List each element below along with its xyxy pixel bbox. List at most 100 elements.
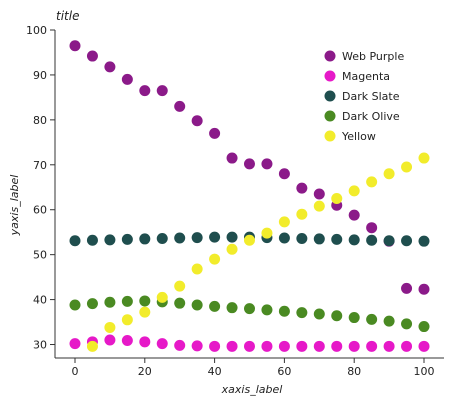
data-point: [157, 85, 168, 96]
data-point: [419, 284, 430, 295]
legend-label: Dark Olive: [342, 110, 400, 123]
data-point: [192, 264, 203, 275]
data-point: [104, 297, 115, 308]
data-point: [279, 168, 290, 179]
data-point: [384, 235, 395, 246]
legend-label: Yellow: [341, 130, 376, 143]
data-point: [227, 244, 238, 255]
data-point: [331, 341, 342, 352]
data-point: [296, 341, 307, 352]
data-point: [139, 85, 150, 96]
data-point: [209, 128, 220, 139]
data-point: [331, 234, 342, 245]
data-point: [244, 341, 255, 352]
data-point: [366, 341, 377, 352]
data-point: [331, 193, 342, 204]
series-magenta: [70, 335, 430, 352]
data-point: [174, 101, 185, 112]
data-point: [244, 158, 255, 169]
series-dark-olive: [70, 295, 430, 332]
legend: Web Purple Magenta Dark Slate Dark Olive Yel…: [325, 50, 405, 143]
data-point: [122, 296, 133, 307]
data-point: [279, 341, 290, 352]
data-point: [209, 232, 220, 243]
data-point: [261, 304, 272, 315]
data-point: [192, 115, 203, 126]
data-point: [419, 321, 430, 332]
data-point: [314, 341, 325, 352]
data-point: [366, 176, 377, 187]
data-point: [209, 301, 220, 312]
data-point: [192, 232, 203, 243]
data-point: [366, 235, 377, 246]
data-point: [157, 233, 168, 244]
y-tick-label: 100: [26, 24, 47, 37]
y-tick-label: 30: [33, 339, 47, 352]
data-point: [401, 318, 412, 329]
data-point: [279, 233, 290, 244]
data-point: [139, 233, 150, 244]
series-yellow: [87, 153, 430, 352]
data-point: [296, 183, 307, 194]
data-point: [87, 235, 98, 246]
x-tick-label: 100: [414, 365, 435, 378]
data-point: [349, 312, 360, 323]
data-point: [122, 314, 133, 325]
chart-title: title: [56, 9, 79, 23]
data-point: [419, 236, 430, 247]
data-point: [192, 340, 203, 351]
data-point: [384, 168, 395, 179]
data-point: [279, 216, 290, 227]
y-axis-label: yaxis_label: [8, 175, 21, 237]
data-point: [296, 307, 307, 318]
legend-marker: [325, 51, 336, 62]
data-point: [349, 210, 360, 221]
legend-label: Dark Slate: [342, 90, 400, 103]
data-point: [104, 335, 115, 346]
data-point: [314, 201, 325, 212]
data-point: [139, 295, 150, 306]
data-point: [349, 185, 360, 196]
data-point: [331, 310, 342, 321]
y-tick-label: 90: [33, 69, 47, 82]
data-point: [174, 233, 185, 244]
data-point: [209, 254, 220, 265]
data-point: [314, 233, 325, 244]
x-tick-label: 40: [208, 365, 222, 378]
data-point: [314, 189, 325, 200]
y-tick-label: 70: [33, 159, 47, 172]
data-point: [139, 336, 150, 347]
data-point: [104, 322, 115, 333]
data-point: [227, 341, 238, 352]
data-point: [349, 341, 360, 352]
data-point: [139, 307, 150, 318]
data-point: [104, 61, 115, 72]
data-point: [104, 234, 115, 245]
x-tick-label: 0: [72, 365, 79, 378]
legend-marker: [325, 111, 336, 122]
data-point: [87, 51, 98, 62]
data-point: [401, 283, 412, 294]
x-tick-label: 60: [277, 365, 291, 378]
data-point: [296, 209, 307, 220]
data-point: [87, 341, 98, 352]
data-point: [279, 306, 290, 317]
x-axis-label: xaxis_label: [221, 383, 283, 396]
y-tick-label: 40: [33, 294, 47, 307]
data-point: [157, 338, 168, 349]
data-point: [122, 234, 133, 245]
data-point: [401, 341, 412, 352]
data-point: [122, 335, 133, 346]
data-point: [261, 341, 272, 352]
data-point: [261, 158, 272, 169]
legend-marker: [325, 91, 336, 102]
x-tick-label: 80: [347, 365, 361, 378]
data-point: [296, 233, 307, 244]
data-point: [419, 341, 430, 352]
legend-label: Magenta: [342, 70, 390, 83]
y-tick-label: 80: [33, 114, 47, 127]
data-point: [384, 316, 395, 327]
data-point: [87, 298, 98, 309]
data-point: [192, 299, 203, 310]
data-point: [227, 302, 238, 313]
